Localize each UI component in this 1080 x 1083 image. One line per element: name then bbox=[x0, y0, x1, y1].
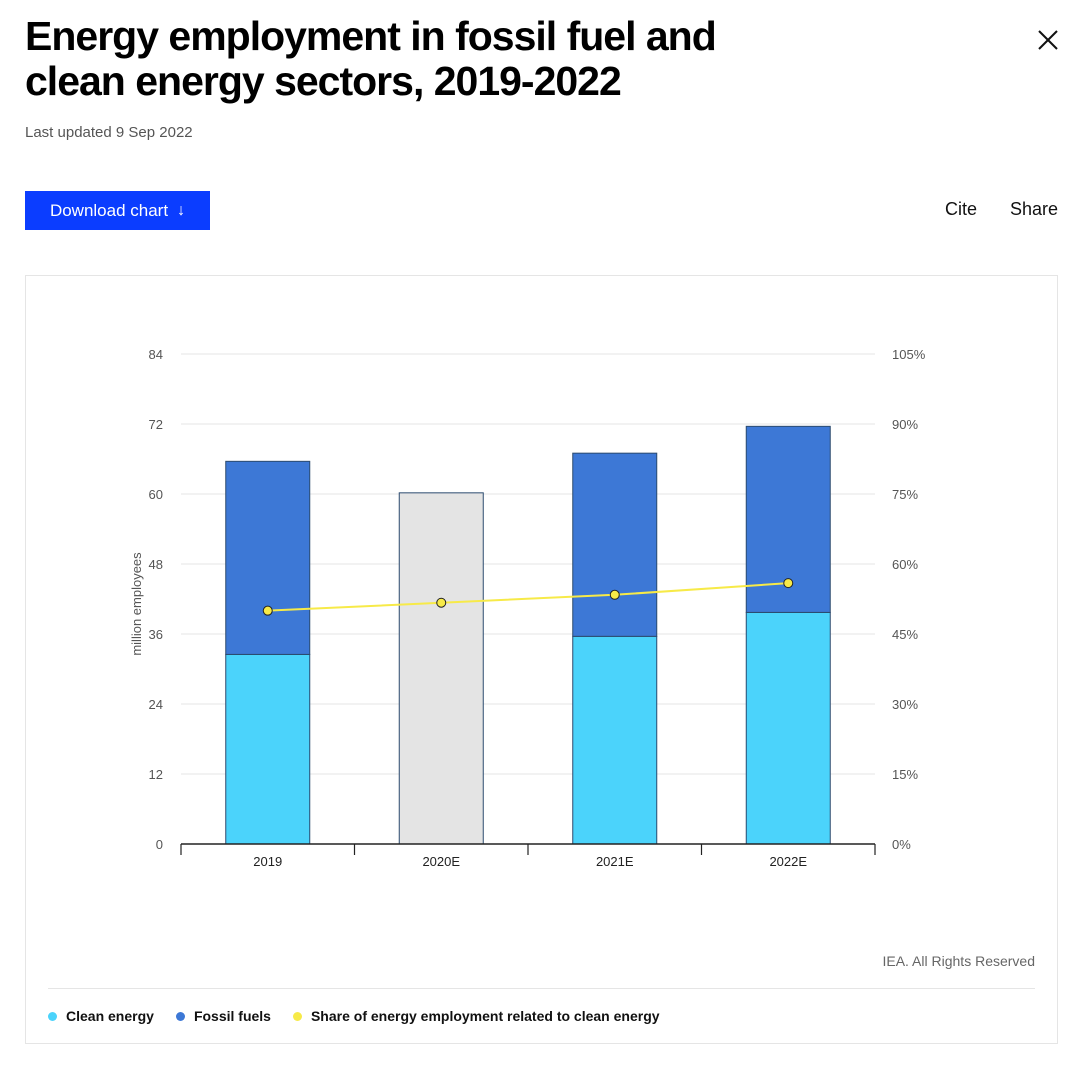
bar-clean-energy bbox=[225, 653, 311, 845]
y-tick-label: 84 bbox=[149, 347, 163, 362]
legend-item-clean-share[interactable]: Share of energy employment related to cl… bbox=[292, 1008, 660, 1024]
bar-fossil-fuels bbox=[572, 452, 658, 637]
download-chart-button[interactable]: Download chart ↓ bbox=[25, 191, 210, 230]
legend-dot-fossil-fuels bbox=[175, 1011, 185, 1021]
legend-label: Clean energy bbox=[66, 1008, 154, 1024]
legend: Clean energy Fossil fuels Share of energ… bbox=[48, 1008, 660, 1024]
bar-clean-energy bbox=[745, 611, 831, 845]
credit-text: IEA. All Rights Reserved bbox=[882, 953, 1035, 969]
y-tick-label: 0 bbox=[156, 837, 163, 852]
share-line-path bbox=[267, 582, 789, 612]
y2-tick-label: 15% bbox=[892, 767, 918, 782]
y-tick-label: 60 bbox=[149, 487, 163, 502]
y2-tick-label: 30% bbox=[892, 697, 918, 712]
share-point bbox=[783, 578, 794, 589]
y-tick-label: 36 bbox=[149, 627, 163, 642]
close-icon bbox=[1038, 30, 1058, 50]
share-line bbox=[262, 578, 794, 616]
y2-tick-label: 105% bbox=[892, 347, 926, 362]
bar-total-no-breakdown- bbox=[398, 492, 484, 845]
x-tick-label: 2021E bbox=[596, 854, 634, 869]
bars bbox=[225, 425, 831, 845]
legend-divider bbox=[48, 988, 1035, 989]
y-tick-label: 48 bbox=[149, 557, 163, 572]
share-point bbox=[436, 597, 447, 608]
y2-tick-label: 60% bbox=[892, 557, 918, 572]
x-tick-label: 2022E bbox=[769, 854, 807, 869]
y2-tick-label: 45% bbox=[892, 627, 918, 642]
bar-clean-energy bbox=[572, 635, 658, 845]
legend-item-fossil-fuels[interactable]: Fossil fuels bbox=[175, 1008, 271, 1024]
axes: 0 0% 12 15% 24 30% 36 45% 48 60% 60 75% 72 90% 84 105% m… bbox=[129, 347, 926, 869]
legend-dot-clean-share bbox=[292, 1011, 302, 1021]
y-tick-label: 12 bbox=[149, 767, 163, 782]
y2-tick-label: 0% bbox=[892, 837, 911, 852]
close-button[interactable] bbox=[1030, 22, 1066, 58]
x-tick-label: 2019 bbox=[253, 854, 282, 869]
y2-tick-label: 90% bbox=[892, 417, 918, 432]
legend-label: Share of energy employment related to cl… bbox=[310, 1008, 660, 1024]
legend-dot-clean-energy bbox=[48, 1011, 57, 1021]
x-tick-label: 2020E bbox=[422, 854, 460, 869]
bar-fossil-fuels bbox=[225, 460, 311, 655]
y2-tick-label: 75% bbox=[892, 487, 918, 502]
legend-item-clean-energy[interactable]: Clean energy bbox=[48, 1008, 154, 1024]
cite-link[interactable]: Cite bbox=[945, 199, 978, 219]
download-label: Download chart bbox=[49, 200, 169, 220]
y-axis-title: million employees bbox=[129, 552, 144, 656]
share-point bbox=[262, 605, 273, 616]
page-title: Energy employment in fossil fuel and cle… bbox=[25, 13, 717, 104]
chart: 0 0% 12 15% 24 30% 36 45% 48 60% 60 75% 72 90% 84 105% m… bbox=[129, 347, 926, 869]
share-point bbox=[609, 589, 620, 600]
chart-card: 0 0% 12 15% 24 30% 36 45% 48 60% 60 75% 72 90% 84 105% m… bbox=[25, 275, 1058, 1044]
legend-label: Fossil fuels bbox=[193, 1008, 271, 1024]
arrow-down-icon: ↓ bbox=[177, 201, 186, 219]
share-link[interactable]: Share bbox=[1010, 199, 1059, 219]
y-tick-label: 72 bbox=[149, 417, 163, 432]
y-tick-label: 24 bbox=[149, 697, 163, 712]
last-updated: Last updated 9 Sep 2022 bbox=[25, 124, 193, 141]
